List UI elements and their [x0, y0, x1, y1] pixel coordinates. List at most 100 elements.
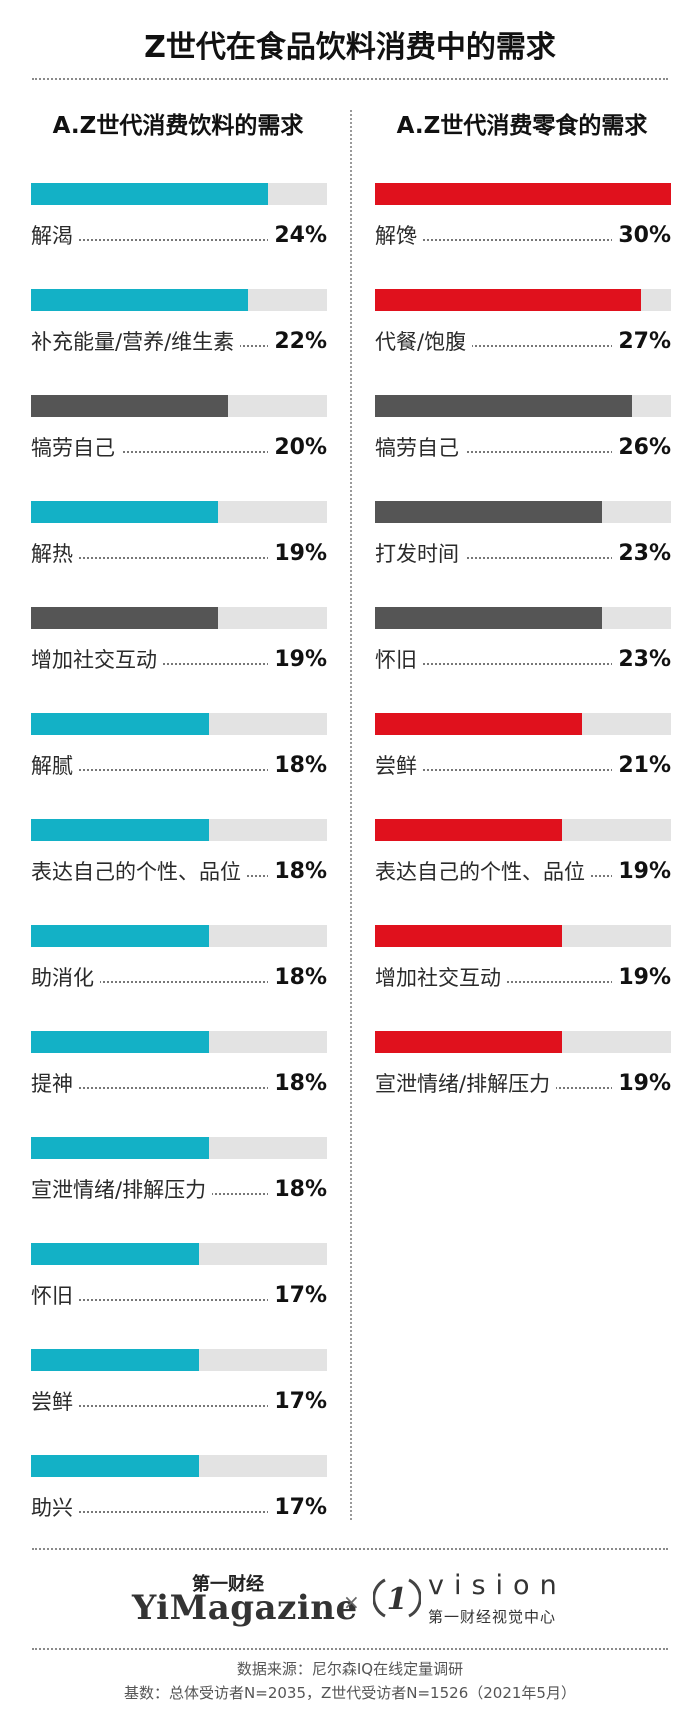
bar-value-label: 17%	[268, 1385, 327, 1419]
bar-row: 提神 18%	[31, 1031, 327, 1121]
bar-label: 犒劳自己	[375, 431, 465, 465]
bar-row: 增加社交互动 19%	[31, 607, 327, 697]
bar-label: 提神	[31, 1067, 79, 1101]
bar-track	[375, 1031, 671, 1053]
bar-value-label: 22%	[268, 325, 327, 359]
bar-track	[31, 819, 327, 841]
bar-value-label: 19%	[612, 855, 671, 889]
bar-row: 解渴 24%	[31, 183, 327, 273]
bar	[375, 1031, 562, 1053]
bar-value-label: 18%	[268, 749, 327, 783]
bar-value-label: 19%	[268, 537, 327, 571]
bar-row: 表达自己的个性、品位 19%	[375, 819, 671, 909]
bar-value-label: 18%	[268, 855, 327, 889]
bar	[31, 1455, 199, 1477]
bar-row: 打发时间 23%	[375, 501, 671, 591]
vision-logo-en: vision	[428, 1570, 567, 1601]
bar-label: 宣泄情绪/排解压力	[375, 1067, 557, 1101]
bar	[375, 501, 602, 523]
bar	[375, 925, 562, 947]
bar-value-label: 17%	[268, 1279, 327, 1313]
leader-dots	[71, 1511, 273, 1513]
bar-value-label: 24%	[268, 219, 327, 253]
bar-label: 助消化	[31, 961, 100, 995]
bar-label: 表达自己的个性、品位	[31, 855, 247, 889]
bar-label: 打发时间	[375, 537, 465, 571]
bar-value-label: 30%	[612, 219, 671, 253]
bar	[31, 1243, 199, 1265]
bar-track	[375, 713, 671, 735]
bar	[31, 1031, 209, 1053]
bar-row: 怀旧 17%	[31, 1243, 327, 1333]
bar-label: 增加社交互动	[375, 961, 507, 995]
bar	[31, 607, 218, 629]
bar-track	[375, 289, 671, 311]
leader-dots	[71, 239, 273, 241]
bar-value-label: 20%	[268, 431, 327, 465]
bar-track	[31, 1137, 327, 1159]
bar-row: 尝鲜 17%	[31, 1349, 327, 1439]
leader-dots	[71, 663, 273, 665]
leader-dots	[71, 769, 273, 771]
bar-track	[31, 1349, 327, 1371]
bar-track	[31, 713, 327, 735]
bar-track	[375, 395, 671, 417]
bar	[31, 713, 209, 735]
bar-label: 尝鲜	[375, 749, 423, 783]
bar	[375, 183, 671, 205]
bar-row: 宣泄情绪/排解压力 18%	[31, 1137, 327, 1227]
vision-logo-mark: 1	[373, 1578, 421, 1618]
bar-row: 尝鲜 21%	[375, 713, 671, 803]
bar-track	[375, 819, 671, 841]
bar-label: 解渴	[31, 219, 79, 253]
bar-track	[31, 395, 327, 417]
bar-track	[375, 183, 671, 205]
bar-track	[31, 607, 327, 629]
bar-row: 犒劳自己 20%	[31, 395, 327, 485]
bar-row: 犒劳自己 26%	[375, 395, 671, 485]
bar-row: 解热 19%	[31, 501, 327, 591]
bar-track	[375, 925, 671, 947]
bar	[31, 1137, 209, 1159]
bar-row: 助兴 17%	[31, 1455, 327, 1545]
bar-label: 怀旧	[375, 643, 423, 677]
bar	[375, 713, 582, 735]
bar-value-label: 18%	[268, 1067, 327, 1101]
bar	[31, 395, 228, 417]
bar-label: 怀旧	[31, 1279, 79, 1313]
bar	[31, 819, 209, 841]
bar-row: 宣泄情绪/排解压力 19%	[375, 1031, 671, 1121]
bar-label: 宣泄情绪/排解压力	[31, 1173, 213, 1207]
bar-track	[31, 501, 327, 523]
bar-value-label: 23%	[612, 643, 671, 677]
bar-label: 犒劳自己	[31, 431, 121, 465]
bar-track	[31, 289, 327, 311]
bar	[31, 1349, 199, 1371]
bar-track	[31, 183, 327, 205]
bar-value-label: 19%	[612, 961, 671, 995]
leader-dots	[71, 557, 273, 559]
yimagazine-logo-cn: 第一财经	[192, 1574, 264, 1595]
leader-dots	[71, 451, 273, 453]
bar-track	[375, 607, 671, 629]
bar-value-label: 27%	[612, 325, 671, 359]
bar-value-label: 19%	[612, 1067, 671, 1101]
bar-track	[31, 925, 327, 947]
brand-separator: ×	[343, 1590, 360, 1614]
left-chart-title: A.Z世代消费饮料的需求	[28, 106, 328, 140]
bar-label: 解腻	[31, 749, 79, 783]
bar-value-label: 23%	[612, 537, 671, 571]
leader-dots	[71, 1087, 273, 1089]
leader-dots	[415, 663, 617, 665]
bar-row: 怀旧 23%	[375, 607, 671, 697]
bar-row: 代餐/饱腹 27%	[375, 289, 671, 379]
bar-label: 表达自己的个性、品位	[375, 855, 591, 889]
left-title-rest: .Z世代消费饮料的需求	[70, 113, 304, 139]
bar	[31, 183, 268, 205]
leader-dots	[415, 981, 617, 983]
bar	[31, 925, 209, 947]
leader-dots	[415, 557, 617, 559]
bar-row: 补充能量/营养/维生素 22%	[31, 289, 327, 379]
column-divider	[350, 110, 352, 1520]
vision-logo-cn: 第一财经视觉中心	[428, 1608, 557, 1626]
